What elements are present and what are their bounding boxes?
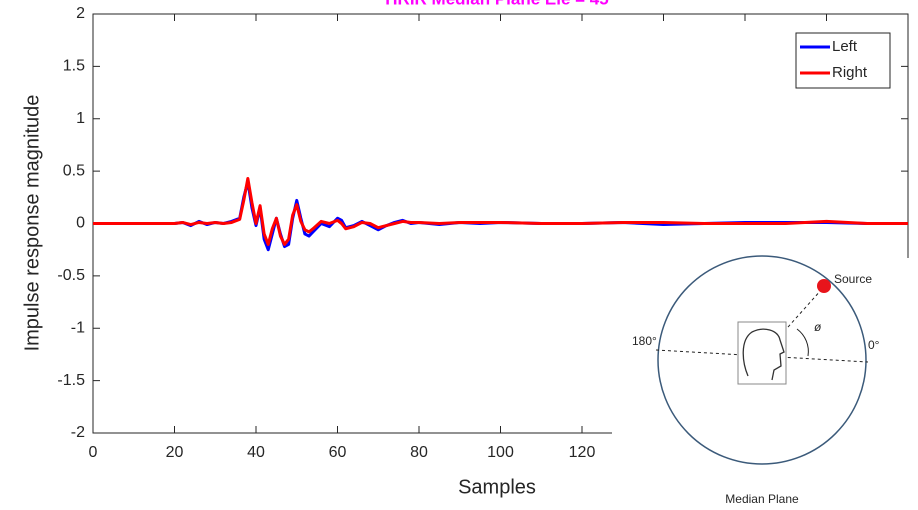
source-label: Source <box>834 272 872 286</box>
x-tick-label: 120 <box>569 444 596 461</box>
horizontal-axis <box>655 349 869 363</box>
legend-label: Left <box>832 38 858 55</box>
inset-caption: Median Plane <box>725 492 799 506</box>
y-tick-label: 0.5 <box>63 162 85 179</box>
head-icon <box>742 328 785 381</box>
x-tick-label: 0 <box>89 444 98 461</box>
data-line <box>93 180 908 252</box>
chart-title: HRIR Median Plane Ele = 45 <box>385 0 608 8</box>
legend-box <box>795 32 891 89</box>
y-tick-label: -1 <box>71 319 85 336</box>
y-tick-label: 1 <box>76 110 85 127</box>
source-line <box>779 288 823 337</box>
angle-label: 180° <box>632 334 657 348</box>
y-tick-label: 2 <box>76 5 85 22</box>
head-frame <box>737 321 787 385</box>
x-tick-label: 40 <box>247 444 265 461</box>
x-tick-label: 60 <box>329 444 347 461</box>
x-axis-label: Samples <box>458 476 536 498</box>
angle-arc <box>796 328 809 357</box>
x-tick-label: 100 <box>487 444 514 461</box>
data-line <box>93 176 908 246</box>
y-tick-label: -0.5 <box>57 267 85 284</box>
y-tick-label: -2 <box>71 424 85 441</box>
median-circle <box>657 255 867 465</box>
angle-label: 0° <box>868 338 880 352</box>
y-tick-label: 1.5 <box>63 58 85 75</box>
angle-symbol: ø <box>814 320 822 334</box>
y-axis-label: Impulse response magnitude <box>21 95 43 352</box>
legend-label: Right <box>832 64 868 81</box>
y-tick-label: 0 <box>76 215 85 232</box>
source-dot <box>817 279 831 293</box>
x-tick-label: 80 <box>410 444 428 461</box>
x-tick-label: 20 <box>166 444 184 461</box>
inset-diagram: Source 180° 0° ø Median Plane <box>612 255 918 510</box>
y-tick-label: -1.5 <box>57 372 85 389</box>
